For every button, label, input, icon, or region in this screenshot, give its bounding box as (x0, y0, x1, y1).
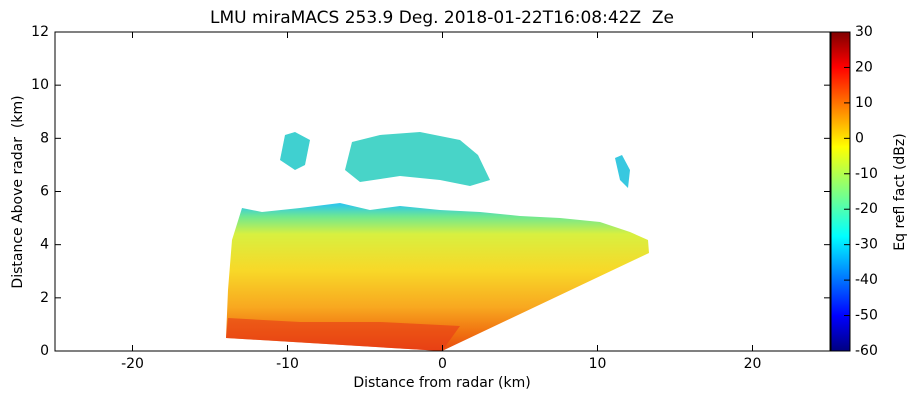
colorbar-tick-label: -20 (855, 201, 878, 217)
y-tick-label: 10 (31, 77, 49, 93)
colorbar-tick-label: 30 (855, 24, 873, 40)
colorbar-tick-label: 20 (855, 59, 873, 75)
colorbar-tick-label: -10 (855, 166, 878, 182)
colorbar-tick-label: -40 (855, 272, 878, 288)
y-axis-label: Distance Above radar (km) (10, 95, 26, 288)
x-tick-label: -20 (121, 356, 144, 372)
colorbar (830, 31, 851, 352)
x-tick-label: 0 (438, 356, 447, 372)
y-tick-label: 6 (40, 184, 49, 200)
y-tick-label: 8 (40, 130, 49, 146)
y-tick-label: 12 (31, 24, 49, 40)
colorbar-tick-label: -30 (855, 237, 878, 253)
colorbar-tick-label: 10 (855, 95, 873, 111)
chart-title: LMU miraMACS 253.9 Deg. 2018-01-22T16:08… (210, 8, 674, 28)
y-tick-label: 4 (40, 237, 49, 253)
x-tick-label: -10 (276, 356, 299, 372)
colorbar-tick-label: -60 (855, 343, 878, 359)
colorbar-tick-label: 0 (855, 130, 864, 146)
x-tick-label: 10 (589, 356, 607, 372)
x-tick-label: 20 (744, 356, 762, 372)
y-tick-label: 2 (40, 290, 49, 306)
radar-field (226, 132, 649, 351)
colorbar-label: Eq refl fact (dBz) (892, 133, 908, 250)
y-tick-label: 0 (40, 343, 49, 359)
x-axis-label: Distance from radar (km) (353, 375, 530, 391)
colorbar-tick-label: -50 (855, 308, 878, 324)
